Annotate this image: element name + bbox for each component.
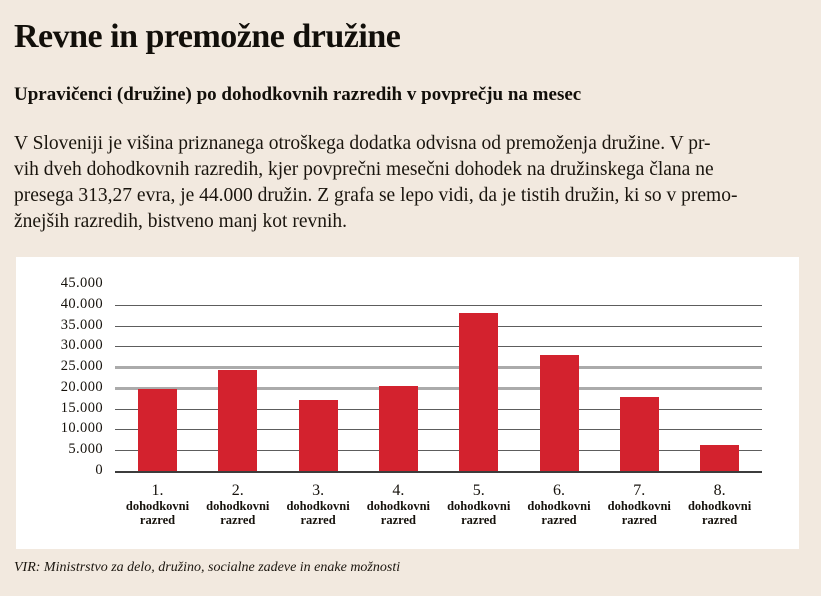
chart-subtitle: Upravičenci (družine) po dohodkovnih raz…: [14, 84, 582, 105]
x-axis-category-sublabel: razred: [300, 512, 336, 527]
y-axis-tick-label: 35.000: [60, 316, 103, 333]
x-axis-category-sublabel: razred: [139, 512, 176, 527]
x-axis-category-number: 7.: [633, 482, 646, 499]
x-axis-label-5: 5. dohodkovni razred: [434, 482, 524, 527]
x-axis-category-sublabel: razred: [621, 512, 657, 527]
x-axis-category-number: 3.: [312, 482, 325, 499]
x-axis-category-sublabel: dohodkovni: [286, 499, 350, 513]
intro-paragraph: V Sloveniji je višina priznanega otroške…: [14, 131, 814, 235]
x-axis-category-sublabel: razred: [380, 512, 416, 527]
gridline-15000: [115, 408, 762, 410]
bar-5-dohodkovni-razred: [459, 313, 499, 471]
bar-3-dohodkovni-razred: [298, 399, 338, 471]
y-axis-tick-label: 20.000: [60, 378, 103, 395]
intro-line: V Sloveniji je višina priznanega otroške…: [14, 133, 711, 154]
gridline-40000: [115, 304, 762, 306]
bar-1-dohodkovni-razred: [138, 389, 177, 471]
x-axis-label-7: 7. dohodkovni razred: [594, 482, 684, 527]
gridline-20000: [115, 386, 762, 390]
gridline-5000: [115, 450, 762, 452]
x-axis-category-sublabel: razred: [541, 512, 577, 527]
x-axis-label-1: 1. dohodkovni razred: [113, 482, 203, 527]
x-axis-category-sublabel: dohodkovni: [206, 499, 270, 513]
x-axis-label-6: 6. dohodkovni razred: [514, 482, 604, 527]
x-axis-category-sublabel: dohodkovni: [125, 499, 190, 513]
bar-7-dohodkovni-razred: [619, 397, 659, 471]
y-axis-tick-label: 10.000: [60, 420, 103, 437]
x-axis-category-sublabel: razred: [461, 512, 497, 527]
bar-8-dohodkovni-razred: [700, 444, 740, 471]
x-axis-category-sublabel: dohodkovni: [687, 499, 752, 513]
source-attribution: VIR: Ministrstvo za delo, družino, socia…: [14, 560, 401, 575]
y-axis-tick-label: 40.000: [60, 295, 103, 312]
bar-6-dohodkovni-razred: [539, 354, 579, 471]
x-axis-category-number: 4.: [392, 482, 405, 499]
intro-line: žnejših razredih, bistveno manj kot revn…: [14, 211, 348, 232]
x-axis-label-3: 3. dohodkovni razred: [273, 482, 363, 527]
gridline-10000: [115, 429, 762, 431]
intro-line: presega 313,27 evra, je 44.000 družin. Z…: [14, 185, 738, 206]
x-axis-category-sublabel: razred: [702, 512, 738, 527]
x-axis-category-sublabel: dohodkovni: [366, 499, 430, 513]
x-axis-category-sublabel: dohodkovni: [527, 499, 591, 513]
y-axis-tick-label: 5.000: [68, 441, 103, 458]
gridline-25000: [115, 366, 762, 370]
y-axis-tick-label: 25.000: [60, 358, 103, 375]
gridline-30000: [115, 346, 762, 348]
page-title: Revne in premožne družine: [14, 18, 401, 55]
intro-line: vih dveh dohodkovnih razredih, kjer povp…: [14, 159, 714, 180]
bar-chart-plot-area: 45.000 40.000 35.000 30.000 25.000 20.000 15.0…: [16, 257, 799, 549]
x-axis-label-4: 4. dohodkovni razred: [353, 482, 443, 527]
x-axis-category-sublabel: razred: [220, 512, 256, 527]
x-axis-category-number: 2.: [231, 482, 244, 499]
x-axis-category-sublabel: dohodkovni: [447, 499, 511, 513]
y-axis-tick-label: 0: [95, 462, 103, 478]
gridline-35000: [115, 325, 762, 327]
bar-chart-panel: 45.000 40.000 35.000 30.000 25.000 20.000 15.0…: [16, 257, 799, 549]
x-axis-category-number: 6.: [553, 482, 565, 499]
x-axis-baseline: [115, 471, 762, 473]
x-axis-category-number: 5.: [472, 482, 485, 499]
x-axis-category-sublabel: dohodkovni: [607, 499, 671, 513]
x-axis-category-number: 8.: [713, 482, 726, 499]
bar-2-dohodkovni-razred: [218, 370, 258, 471]
x-axis-label-8: 8. dohodkovni razred: [675, 482, 765, 527]
bar-4-dohodkovni-razred: [378, 385, 418, 471]
y-axis-tick-label: 45.000: [60, 275, 103, 291]
x-axis-label-2: 2. dohodkovni razred: [193, 482, 283, 527]
y-axis-tick-label: 30.000: [60, 337, 103, 354]
y-axis-tick-label: 15.000: [60, 399, 103, 416]
x-axis-category-number: 1.: [151, 482, 164, 499]
